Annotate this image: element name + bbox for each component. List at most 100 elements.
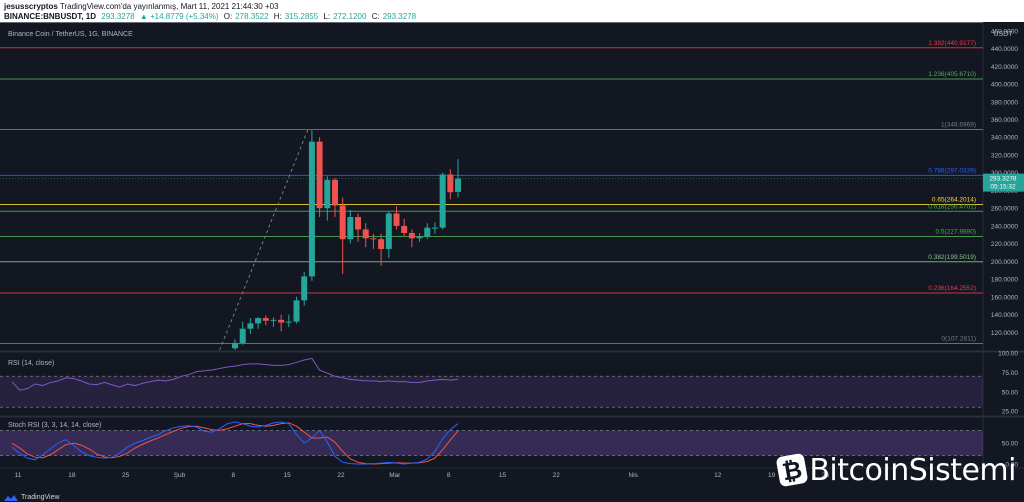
- publish-info: TradingView.com'da yayınlanmış, Mart 11,…: [59, 2, 279, 11]
- x-tick-label: 12: [714, 472, 722, 479]
- candle-body: [331, 179, 338, 206]
- y-tick-label: 260.0000: [991, 206, 1018, 213]
- tradingview-logo-icon: [4, 494, 18, 501]
- candle-body: [416, 236, 423, 239]
- x-tick-label: 8: [447, 472, 451, 479]
- last-price: 293.3278: [101, 12, 135, 21]
- brand-name: BitcoinSistemi: [809, 452, 1016, 488]
- brand-watermark: ₿ BitcoinSistemi: [775, 452, 1016, 488]
- x-tick-label: 15: [499, 472, 507, 479]
- stoch-band: [0, 430, 983, 456]
- candle-body: [385, 213, 392, 249]
- x-tick-label: Nis: [629, 472, 639, 479]
- candle-body: [424, 227, 431, 237]
- stoch-tick-label: 0.00: [1005, 462, 1018, 469]
- x-tick-label: Mar: [389, 472, 401, 479]
- candle-body: [262, 318, 269, 321]
- candle-body: [393, 213, 400, 226]
- rsi-label: RSI (14, close): [8, 360, 54, 367]
- y-tick-label: 400.0000: [991, 82, 1018, 89]
- chart-canvas[interactable]: Binance Coin / TetherUS, 1G, BINANCE USDT…: [0, 22, 1024, 502]
- open-label: O:: [223, 12, 233, 21]
- fib-level-label: 0.786(297.0339): [928, 167, 976, 174]
- trend-line: [219, 129, 309, 351]
- candle-body: [308, 141, 315, 277]
- y-tick-label: 360.0000: [991, 117, 1018, 124]
- fib-level-label: 0.65(264.2014): [932, 196, 976, 203]
- y-tick-label: 160.0000: [991, 294, 1018, 301]
- x-tick-label: 26: [822, 472, 830, 479]
- last-price-tag: [983, 173, 1024, 192]
- rsi-tick-label: 50.00: [1002, 389, 1019, 396]
- candle-body: [301, 276, 308, 301]
- rsi-tick-label: 75.00: [1002, 370, 1019, 377]
- bitcoin-logo-icon: ₿: [776, 453, 808, 486]
- x-tick-label: 19: [768, 472, 776, 479]
- stoch-k-line: [11, 421, 459, 465]
- svg-text:₿: ₿: [780, 455, 804, 486]
- ohlc-line: BINANCE:BNBUSDT, 1D 293.3278 ▲ +14.8779 …: [4, 12, 419, 21]
- y-tick-label: 340.0000: [991, 135, 1018, 142]
- fib-level-label: 0.382(199.5019): [928, 254, 976, 261]
- change-value: ▲ +14.8779 (+5.34%): [139, 12, 219, 21]
- candle-body: [439, 174, 446, 228]
- candle-body: [355, 217, 362, 230]
- fib-level-label: 0.5(227.9890): [936, 229, 976, 236]
- rsi-tick-label: 100.00: [998, 351, 1018, 358]
- candle-body: [447, 174, 454, 193]
- candle-body: [431, 227, 438, 229]
- y-tick-label: 440.0000: [991, 46, 1018, 53]
- y-tick-label: 320.0000: [991, 152, 1018, 159]
- footer: TradingView: [0, 494, 1024, 502]
- x-tick-label: Şub: [174, 472, 186, 479]
- fib-level-label: 1.382(440.9177): [928, 40, 976, 47]
- candle-body: [278, 319, 285, 323]
- x-tick-label: 22: [553, 472, 561, 479]
- candle-body: [239, 328, 246, 343]
- rsi-line: [11, 357, 459, 391]
- candle-body: [270, 319, 277, 321]
- x-tick-label: 11: [15, 472, 22, 479]
- high-label: H:: [273, 12, 282, 21]
- candle-body: [401, 225, 408, 233]
- author-name[interactable]: jesusscryptos: [4, 2, 58, 11]
- y-tick-label: 380.0000: [991, 99, 1018, 106]
- candle-body: [455, 178, 462, 192]
- y-tick-label: 200.0000: [991, 259, 1018, 266]
- candle-body: [247, 323, 254, 329]
- price-axis-unit: USDT: [993, 31, 1013, 38]
- fib-level-label: 0.618(256.4701): [928, 203, 976, 210]
- stoch-label: Stoch RSI (3, 3, 14, 14, close): [8, 422, 101, 429]
- tradingview-text: TradingView: [21, 494, 60, 501]
- y-tick-label: 220.0000: [991, 241, 1018, 248]
- y-tick-label: 240.0000: [991, 223, 1018, 230]
- candle-body: [255, 318, 262, 324]
- rsi-band: [0, 376, 983, 408]
- close-value: 293.3278: [382, 12, 417, 21]
- candle-body: [293, 300, 300, 322]
- y-tick-label: 180.0000: [991, 277, 1018, 284]
- last-price-label: 293.3278: [989, 176, 1016, 183]
- stoch-d-line: [11, 422, 459, 465]
- fib-level-label: 1(348.6969): [941, 122, 976, 129]
- x-tick-label: 15: [284, 472, 292, 479]
- fib-level-label: 1.236(405.6710): [928, 71, 976, 78]
- candle-body: [285, 321, 292, 323]
- candle-body: [339, 205, 346, 240]
- tradingview-logo[interactable]: TradingView: [4, 494, 60, 501]
- candle-body: [378, 239, 385, 249]
- x-tick-label: 25: [122, 472, 130, 479]
- open-value: 278.3522: [235, 12, 269, 21]
- symbol-label[interactable]: BINANCE:BNBUSDT, 1D: [4, 12, 97, 21]
- high-value: 315.2855: [284, 12, 319, 21]
- candle-body: [362, 229, 369, 239]
- x-tick-label: 22: [337, 472, 345, 479]
- candle-body: [347, 217, 354, 240]
- y-tick-label: 120.0000: [991, 330, 1018, 337]
- candle-body: [370, 238, 377, 240]
- low-label: L:: [323, 12, 331, 21]
- candle-body: [232, 342, 239, 349]
- candle-body: [316, 141, 323, 209]
- x-tick-label: 8: [232, 472, 236, 479]
- chart-header: jesusscryptos TradingView.com'da yayınla…: [0, 0, 1024, 22]
